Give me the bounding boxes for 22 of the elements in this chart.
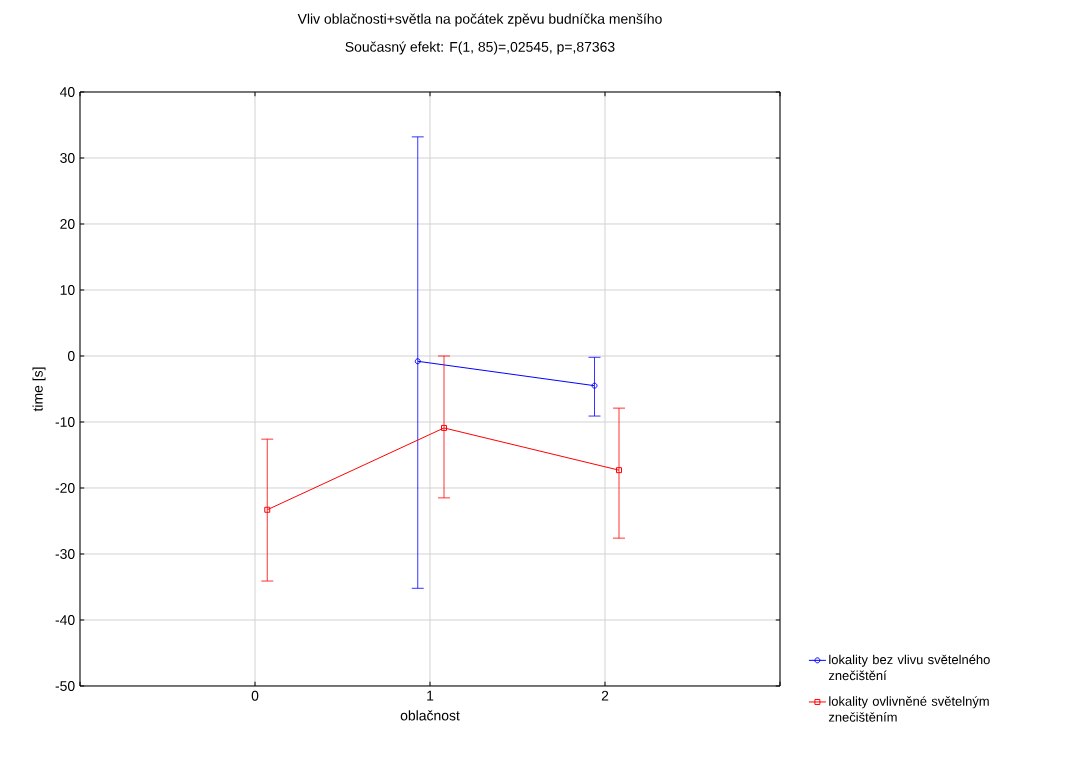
- x-tick-label: 2: [601, 690, 609, 701]
- y-tick-label: 40: [59, 87, 75, 97]
- y-tick-label: 20: [60, 219, 75, 229]
- x-axis-title: oblačnost: [400, 710, 460, 721]
- y-tick-label: -30: [55, 549, 75, 559]
- point: [264, 506, 271, 513]
- y-axis-title: time [s]: [32, 367, 46, 412]
- chart-subtitle: Současný efekt: F(1, 85)=,02545, p=,87363: [345, 41, 615, 55]
- y-tick-label: -40: [55, 615, 75, 625]
- legend-label: lokality bez vlivu světelného znečištění: [828, 654, 990, 681]
- x-tick-label: 0: [251, 690, 259, 701]
- y-tick-label: 10: [60, 285, 75, 295]
- y-tick-label: 30: [60, 153, 75, 163]
- legend-label: lokality ovlivněné světelným znečištěním: [828, 696, 989, 722]
- x-tick-label: 1: [427, 690, 434, 701]
- point: [441, 424, 447, 431]
- y-tick-label: -10: [55, 417, 75, 427]
- y-tick-label: -50: [55, 681, 75, 691]
- point: [616, 467, 622, 474]
- y-tick-label: 0: [67, 351, 75, 361]
- y-tick-label: -20: [55, 483, 75, 493]
- chart-title: Vliv oblačnosti+světla na počátek zpěvu budníčka menšího: [297, 13, 662, 27]
